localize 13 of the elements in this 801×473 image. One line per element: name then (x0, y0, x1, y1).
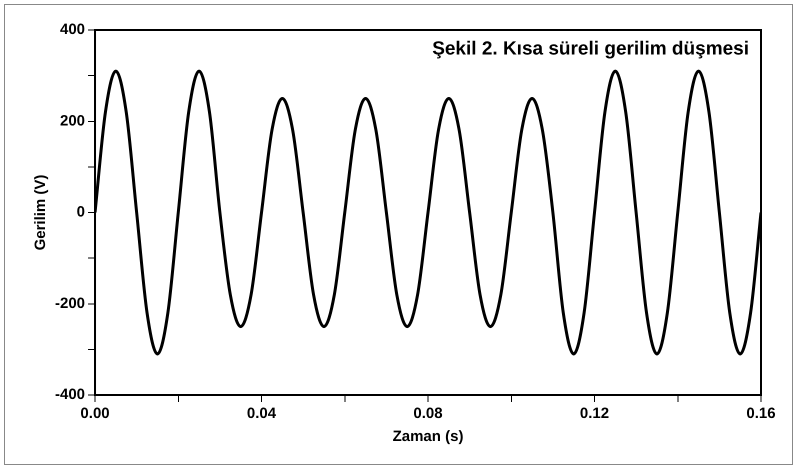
y-axis-title: Gerilim (V) (32, 174, 50, 250)
x-tick-label: 0.16 (746, 405, 776, 422)
y-tick-label: -400 (54, 386, 86, 404)
x-axis-title: Zaman (s) (392, 428, 464, 446)
y-tick-label: 200 (60, 112, 86, 130)
text: Şekil 2. Kısa süreli gerilim düşmesi (432, 38, 749, 60)
y-tick-label: 400 (60, 21, 86, 38)
x-tick-label: 0.08 (413, 405, 443, 422)
x-tick-label: 0.12 (580, 405, 610, 422)
y-tick-label: 0 (76, 204, 86, 221)
x-tick-label: 0.04 (246, 405, 277, 422)
y-tick-label: -200 (54, 294, 86, 312)
x-tick-label: 0.00 (80, 405, 110, 422)
